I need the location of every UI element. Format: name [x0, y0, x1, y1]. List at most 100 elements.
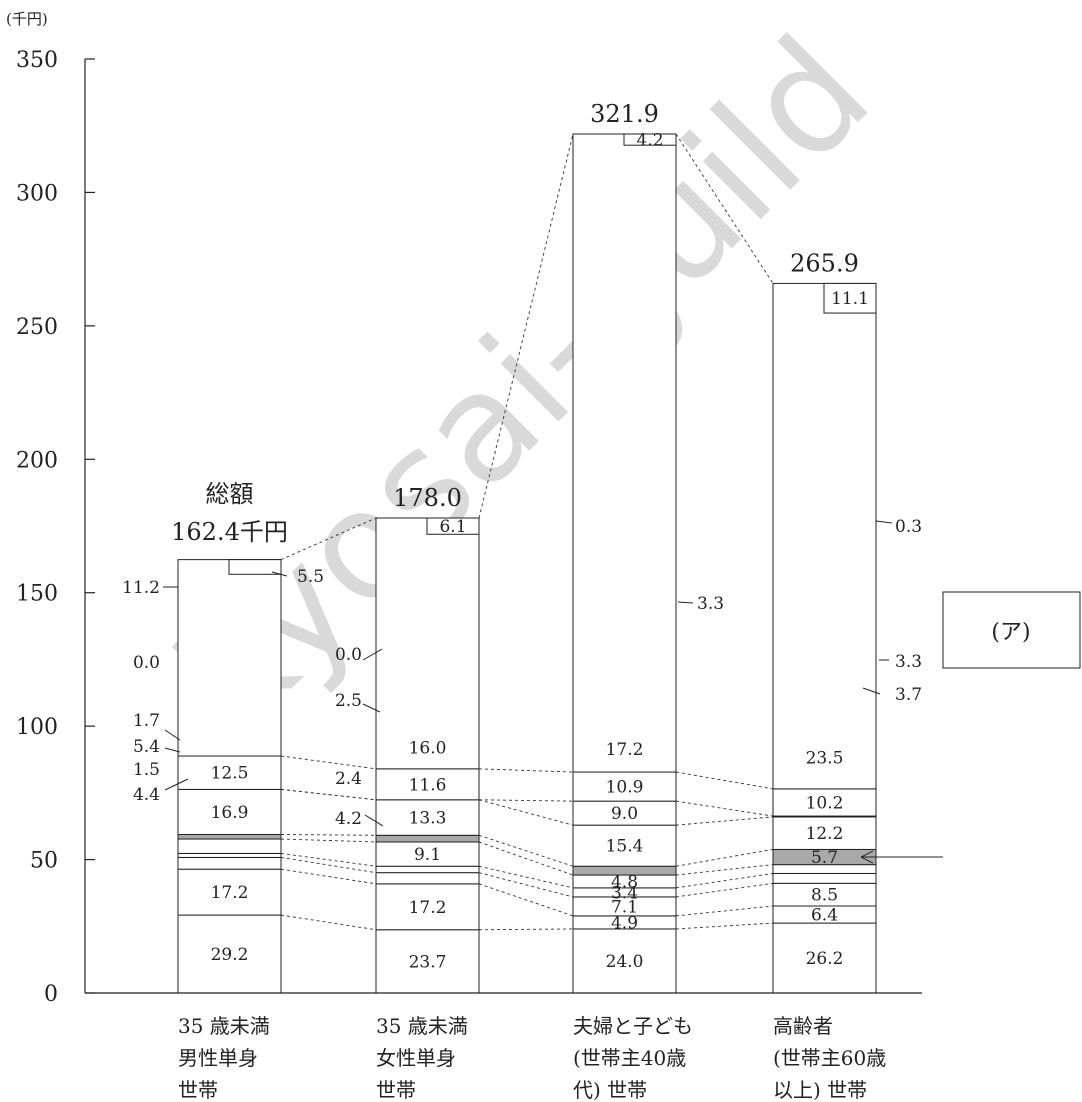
- bar-segment: [572, 800, 677, 826]
- segment-label-side: 0.0: [335, 645, 362, 665]
- y-tick-label: 350: [16, 48, 58, 73]
- connector-line: [280, 868, 377, 885]
- bar-segment: [177, 788, 282, 835]
- category-label: (世帯主40歳: [573, 1046, 686, 1070]
- segment-label: 9.0: [611, 804, 638, 824]
- connector-line: [675, 864, 774, 876]
- bar-segment: [772, 788, 877, 817]
- bar-segment-highlight: [177, 833, 282, 840]
- total-prefix-label: 総額: [206, 480, 254, 508]
- segment-label: 24.0: [606, 952, 644, 972]
- y-tick-label: 200: [16, 448, 58, 473]
- bar-segment: [177, 838, 282, 854]
- bar-segment: [177, 868, 282, 916]
- segment-label-side: 3.7: [895, 685, 922, 705]
- segment-label-side: 0.0: [133, 653, 160, 673]
- bar-segment: [772, 282, 877, 790]
- bar-segment: [375, 929, 480, 994]
- leader-line: [164, 747, 181, 753]
- segment-label-side: 4.4: [133, 785, 160, 805]
- y-tick-label: 50: [30, 849, 58, 874]
- bar-segment: [572, 928, 677, 994]
- leader-line: [364, 814, 384, 827]
- segment-label: 17.2: [606, 740, 644, 760]
- segment-label: 23.7: [409, 952, 447, 972]
- segment-label-side: 2.5: [335, 691, 362, 711]
- segment-label: 10.9: [606, 778, 644, 798]
- connector-line: [280, 852, 377, 867]
- category-label: 女性単身: [376, 1046, 456, 1070]
- connector-line: [675, 922, 774, 930]
- segment-label: 23.5: [806, 748, 844, 768]
- bar-segment: [772, 816, 877, 850]
- leader-line: [271, 571, 288, 577]
- callout-box: [942, 591, 1081, 669]
- leader-line: [862, 687, 881, 695]
- bar-segment: [772, 922, 877, 994]
- y-tick-label: 250: [16, 315, 58, 340]
- y-axis: 0 50 100 150 200 250 300 350 (千円): [6, 10, 922, 1007]
- segment-label: 9.1: [414, 845, 441, 865]
- segment-label: 12.5: [211, 764, 249, 784]
- leader-line: [677, 601, 694, 604]
- leader-line: [875, 520, 893, 524]
- connector-line: [478, 872, 574, 898]
- bar-segment-highlight: [375, 834, 480, 843]
- connector-line: [280, 834, 377, 836]
- leader-line: [362, 648, 383, 661]
- segment-label: 4.9: [611, 913, 638, 933]
- segment-label: 5.7: [811, 848, 838, 868]
- bar-segment: [177, 755, 282, 790]
- callout-arrow-head: [860, 850, 874, 864]
- segment-label: 7.1: [611, 897, 638, 917]
- connector-line: [675, 873, 774, 889]
- bar-segment-inner: [228, 559, 282, 575]
- connector-line: [478, 883, 574, 917]
- bar-segment-inner: [426, 517, 480, 535]
- bar-segment: [375, 799, 480, 836]
- connector-line-total: [280, 517, 377, 561]
- segment-label: 17.2: [211, 883, 249, 903]
- segment-label: 29.2: [211, 945, 249, 965]
- bar-segment: [177, 559, 282, 757]
- segment-label-inner: 4.2: [636, 131, 663, 151]
- bar-segment: [375, 768, 480, 801]
- segment-label: 26.2: [806, 949, 844, 969]
- y-tick-label: 0: [44, 982, 58, 1007]
- category-label: 世帯: [178, 1078, 218, 1102]
- labels: 29.2 17.2 16.9 12.5 11.2 0.0 1.7 5.4 1.5 4.4 5.5 23…: [122, 100, 1081, 1102]
- connector-line: [280, 914, 377, 931]
- category-label: 代) 世帯: [573, 1078, 647, 1102]
- bar-segment: [177, 856, 282, 870]
- category-label: 以上) 世帯: [773, 1078, 867, 1102]
- connector-lines: [280, 133, 774, 931]
- segment-label: 16.0: [409, 738, 447, 758]
- bar-segment: [772, 872, 877, 884]
- total-label: 162.4千円: [171, 518, 288, 546]
- bar-segment: [177, 852, 282, 858]
- segment-label: 8.5: [811, 886, 838, 906]
- connector-line: [675, 848, 774, 867]
- connector-line: [478, 841, 574, 876]
- segment-label: 13.3: [409, 809, 447, 829]
- connector-line: [280, 838, 377, 843]
- segment-label-side: 2.4: [335, 769, 362, 789]
- segment-label: 4.8: [611, 872, 638, 892]
- connector-line: [675, 905, 774, 917]
- bar-segment: [375, 517, 480, 770]
- segment-label-side: 4.2: [335, 809, 362, 829]
- segment-label: 16.9: [211, 803, 249, 823]
- bar-segment: [572, 824, 677, 867]
- connector-line: [675, 882, 774, 898]
- connector-line: [478, 768, 574, 773]
- leader-line: [362, 703, 381, 713]
- callout-label: (ア): [991, 620, 1030, 645]
- segment-label: 11.6: [409, 775, 447, 795]
- connector-line: [478, 834, 574, 867]
- category-label: 35 歳未満: [178, 1014, 270, 1038]
- bars: [177, 133, 877, 994]
- segment-label-side: 1.5: [133, 760, 160, 780]
- connector-line: [280, 856, 377, 874]
- bar-segment: [375, 841, 480, 867]
